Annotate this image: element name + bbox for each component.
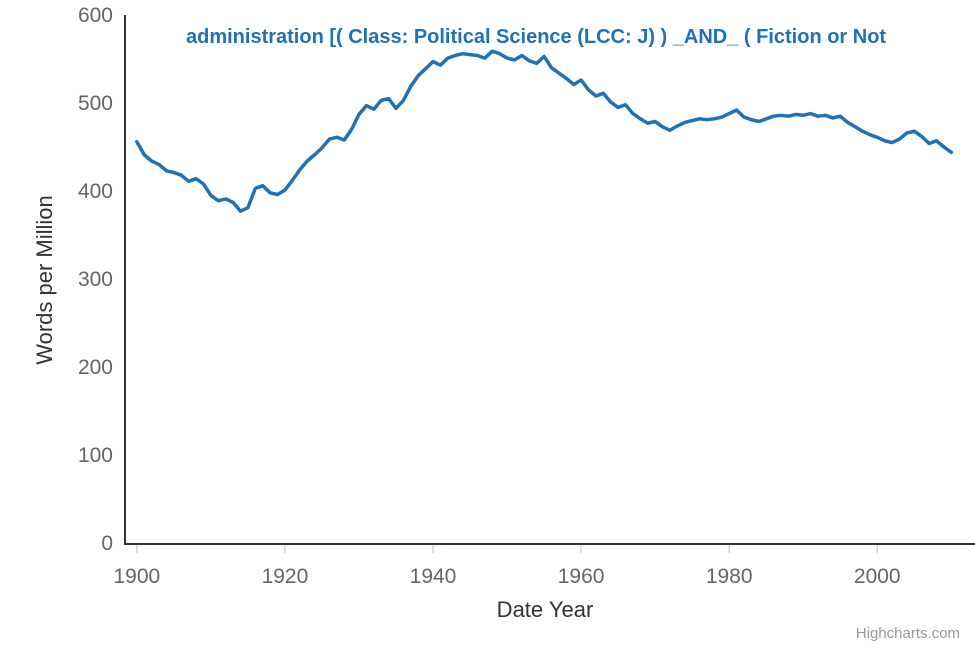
y-tick-label: 200: [78, 356, 113, 379]
x-tick-label: 1920: [262, 565, 309, 588]
x-axis-title: Date Year: [496, 597, 594, 622]
x-tick-label: 1980: [706, 565, 753, 588]
y-tick-label: 0: [101, 532, 113, 555]
x-tick-label: 2000: [854, 565, 901, 588]
chart-title: administration [( Class: Political Scien…: [186, 26, 887, 48]
x-tick-label: 1960: [558, 565, 605, 588]
y-tick-label: 500: [78, 92, 113, 115]
y-tick-label: 400: [78, 180, 113, 203]
series-line: [135, 49, 954, 213]
highcharts-credits-link[interactable]: Highcharts.com: [855, 625, 960, 642]
x-tick-label: 1940: [410, 565, 457, 588]
y-tick-label: 100: [78, 444, 113, 467]
x-tick-label: 1900: [113, 565, 160, 588]
y-tick-label: 300: [78, 268, 113, 291]
y-tick-label: 600: [78, 4, 113, 27]
